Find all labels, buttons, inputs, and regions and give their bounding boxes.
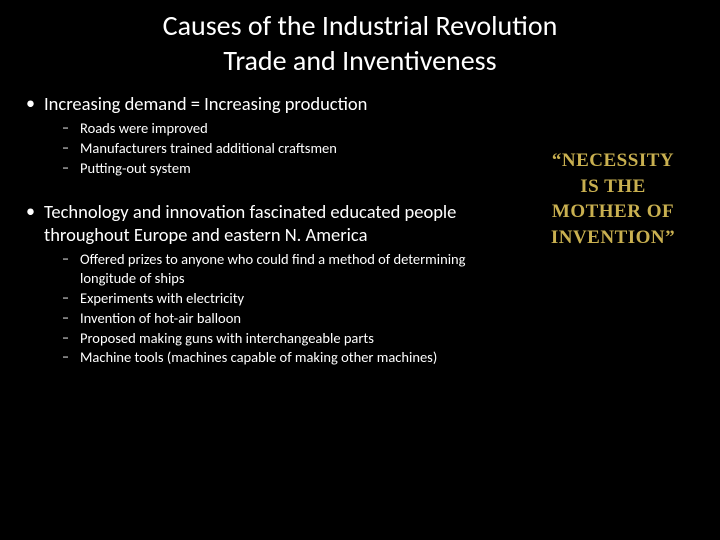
sub-marker: – xyxy=(62,159,80,177)
bullet-item: • Increasing demand = Increasing product… xyxy=(26,92,710,115)
sub-item: – Offered prizes to anyone who could fin… xyxy=(62,250,710,288)
bullet-text: Increasing demand = Increasing productio… xyxy=(44,92,367,115)
sub-item: – Experiments with electricity xyxy=(62,289,710,308)
sub-text: Experiments with electricity xyxy=(80,289,244,308)
quote-line: invention” xyxy=(522,225,704,251)
sub-text: Machine tools (machines capable of makin… xyxy=(80,348,437,367)
quote-line: “Necessity xyxy=(522,148,704,174)
sub-marker: – xyxy=(62,309,80,327)
sub-item: – Roads were improved xyxy=(62,119,710,138)
bullet-text: Technology and innovation fascinated edu… xyxy=(44,200,504,246)
sub-marker: – xyxy=(62,250,80,268)
bullet-marker: • xyxy=(26,200,44,223)
sub-marker: – xyxy=(62,139,80,157)
sub-list: – Offered prizes to anyone who could fin… xyxy=(26,250,710,367)
title-line-2: Trade and Inventiveness xyxy=(0,43,720,78)
bullet-marker: • xyxy=(26,92,44,115)
sub-marker: – xyxy=(62,348,80,366)
sub-item: – Invention of hot-air balloon xyxy=(62,309,710,328)
sub-text: Offered prizes to anyone who could find … xyxy=(80,250,500,288)
sub-marker: – xyxy=(62,329,80,347)
title-line-1: Causes of the Industrial Revolution xyxy=(0,8,720,43)
slide-title: Causes of the Industrial Revolution Trad… xyxy=(0,0,720,92)
sub-item: – Machine tools (machines capable of mak… xyxy=(62,348,710,367)
sub-item: – Proposed making guns with interchangea… xyxy=(62,329,710,348)
sub-text: Proposed making guns with interchangeabl… xyxy=(80,329,374,348)
sub-marker: – xyxy=(62,119,80,137)
sub-text: Putting-out system xyxy=(80,159,191,178)
sub-marker: – xyxy=(62,289,80,307)
sub-text: Manufacturers trained additional craftsm… xyxy=(80,139,337,158)
sub-text: Roads were improved xyxy=(80,119,208,138)
sub-text: Invention of hot-air balloon xyxy=(80,309,241,328)
quote-line: is the xyxy=(522,174,704,200)
quote-graphic: “Necessity is the mother of invention” xyxy=(522,148,704,251)
quote-line: mother of xyxy=(522,199,704,225)
